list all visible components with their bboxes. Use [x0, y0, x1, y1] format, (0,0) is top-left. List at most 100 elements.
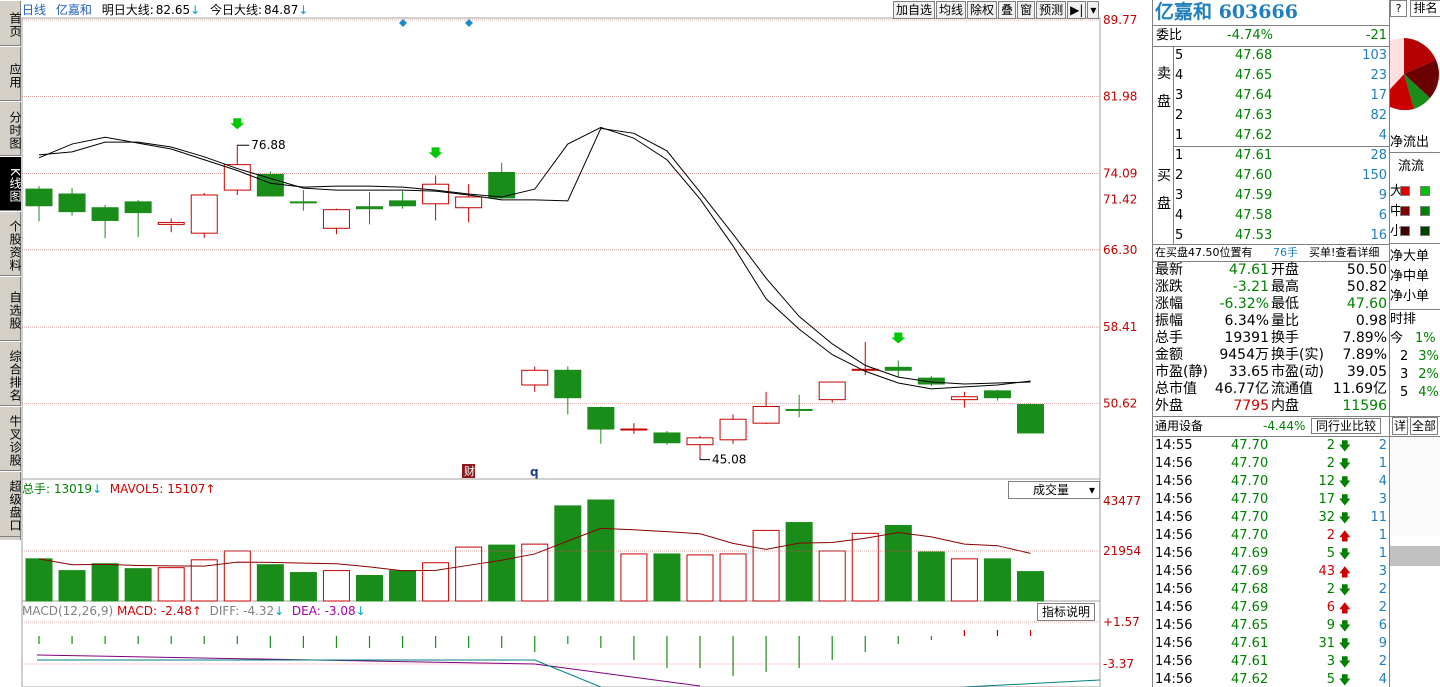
volume-bar: [322, 570, 350, 602]
tick-volume: 31: [1318, 636, 1335, 651]
nav-item-0[interactable]: 首页: [0, 0, 22, 46]
volume-label: 总手:: [22, 482, 51, 496]
today-line-label: 今日大线:: [209, 3, 263, 17]
down-arrow-icon: ↓: [92, 482, 103, 496]
pie-slice: [1404, 38, 1436, 74]
down-arrow-icon: 🡇: [1338, 493, 1351, 507]
volume-bar: [719, 553, 747, 602]
down-arrow-icon: 🡇: [1338, 439, 1351, 453]
rank-row: 3 2%: [1390, 366, 1439, 384]
tick-price: 47.69: [1231, 546, 1269, 561]
indicator-selector[interactable]: 成交量 ▾: [1008, 481, 1100, 499]
detail-button[interactable]: 详: [1392, 417, 1409, 435]
nav-item-6[interactable]: 综合排名: [0, 341, 22, 406]
tick-time: 14:56: [1155, 672, 1193, 687]
candle-body: [25, 188, 53, 207]
book-level: 3: [1175, 88, 1184, 103]
tick-time: 14:56: [1155, 582, 1193, 597]
order-detail-link[interactable]: 买单!查看详细: [1309, 246, 1380, 259]
ma-button[interactable]: 均线: [936, 1, 967, 19]
nav-item-4[interactable]: 个股资料: [0, 211, 22, 276]
window-button[interactable]: 窗: [1017, 1, 1036, 19]
volume-bar: [851, 532, 879, 602]
candle-body: [455, 196, 483, 209]
candle-body: [752, 406, 780, 424]
predict-button[interactable]: 预测: [1036, 1, 1067, 19]
stats-row: 外盘 7795 内盘 11596: [1153, 398, 1389, 415]
nav-item-8[interactable]: 超级盘口: [0, 471, 22, 537]
candle-body: [818, 381, 846, 401]
candle-body: [884, 366, 912, 371]
stat-value: -3.21: [1232, 279, 1269, 295]
help-button[interactable]: ?: [1390, 0, 1407, 17]
rank-change: 1%: [1415, 331, 1436, 346]
nav-item-5[interactable]: 自选股: [0, 276, 22, 341]
volume-header: 总手: 13019↓ MAVOL5: 15107↑: [22, 481, 215, 497]
net-big-label: 净大单: [1390, 249, 1430, 264]
left-nav: 首页 应用 分时图 K线图 个股资料 自选股 综合排名 牛叉诊股 超级盘口: [0, 0, 22, 540]
volume-bar: [950, 558, 978, 602]
mavol-line: [38, 527, 1031, 572]
volume-bar: [256, 564, 284, 602]
stat-value: 11596: [1342, 398, 1387, 414]
rank-num: 5: [1400, 385, 1409, 400]
tick-volume: 17: [1318, 492, 1335, 507]
stat-label: 涨幅: [1155, 296, 1183, 312]
volume-bar: [289, 572, 317, 602]
volume-bar: [983, 558, 1011, 602]
chevron-down-icon[interactable]: ▾: [1087, 1, 1100, 19]
candle-body: [587, 406, 615, 430]
tick-volume: 5: [1326, 546, 1335, 561]
volume-value: 13019: [53, 482, 93, 496]
tick-row: 14:56 47.61 3 🡇 2: [1153, 653, 1389, 671]
macd-value: -2.48: [160, 604, 192, 618]
add-watchlist-button[interactable]: 加自选: [893, 1, 936, 19]
stat-value: 47.61: [1228, 262, 1269, 278]
nav-item-2[interactable]: 分时图: [0, 101, 22, 156]
tomorrow-line-label: 明日大线:: [101, 3, 154, 17]
nav-item-3[interactable]: K线图: [0, 156, 22, 211]
stat-label: 流通值: [1271, 381, 1313, 397]
tick-volume: 9: [1326, 618, 1335, 633]
tick-price: 47.69: [1231, 600, 1269, 615]
net-mid-label: 净中单: [1390, 269, 1430, 284]
legend-swatch: [1400, 206, 1410, 216]
chart-frame: [21, 17, 1101, 687]
big-order-label: 大: [1390, 184, 1404, 199]
rank-button[interactable]: 排名: [1410, 0, 1440, 17]
stat-label: 最低: [1271, 296, 1299, 312]
up-arrow-icon: 🡅: [1338, 601, 1351, 615]
up-arrow-icon: ↑: [191, 604, 202, 618]
all-button[interactable]: 全部: [1410, 417, 1439, 435]
price-tick-label: 81.98: [1103, 89, 1137, 103]
volume-bar: [190, 559, 218, 602]
overlay-button[interactable]: 叠: [998, 1, 1017, 19]
book-separator: [1173, 146, 1389, 147]
tick-price: 47.61: [1231, 654, 1269, 669]
kline-chart[interactable]: 89.77 81.98 74.09 71.42 66.30 58.41 50.62 76.88…: [0, 0, 1152, 687]
tick-price: 47.62: [1231, 672, 1269, 687]
volume-bar: [25, 558, 53, 602]
industry-compare-button[interactable]: 同行业比较: [1311, 418, 1382, 434]
tick-volume: 12: [1318, 474, 1335, 489]
net-small-label: 净小单: [1390, 289, 1430, 304]
period-label[interactable]: 日线: [22, 3, 47, 17]
forward-icon[interactable]: ▶|: [1067, 1, 1087, 19]
buy-side-label: 买盘: [1157, 168, 1171, 212]
rank-num: 3: [1400, 367, 1409, 382]
candle-body: [91, 207, 119, 221]
tick-row: 14:56 47.70 2 🡇 1: [1153, 455, 1389, 473]
indicator-selector-label: 成交量: [1033, 483, 1070, 497]
candle-body: [554, 369, 582, 399]
tick-price: 47.70: [1231, 510, 1269, 525]
volume-bar: [1017, 571, 1044, 602]
scroll-block[interactable]: [1390, 546, 1440, 566]
nav-item-7[interactable]: 牛叉诊股: [0, 406, 22, 471]
price-tick-label: 89.77: [1103, 13, 1137, 27]
candle-body: [950, 396, 978, 401]
nav-item-1[interactable]: 应用: [0, 46, 22, 101]
exright-button[interactable]: 除权: [967, 1, 998, 19]
tick-row: 14:56 47.69 6 🡅 2: [1153, 599, 1389, 617]
stat-value: 7.89%: [1342, 347, 1387, 363]
indicator-help-button[interactable]: 指标说明: [1037, 603, 1096, 621]
